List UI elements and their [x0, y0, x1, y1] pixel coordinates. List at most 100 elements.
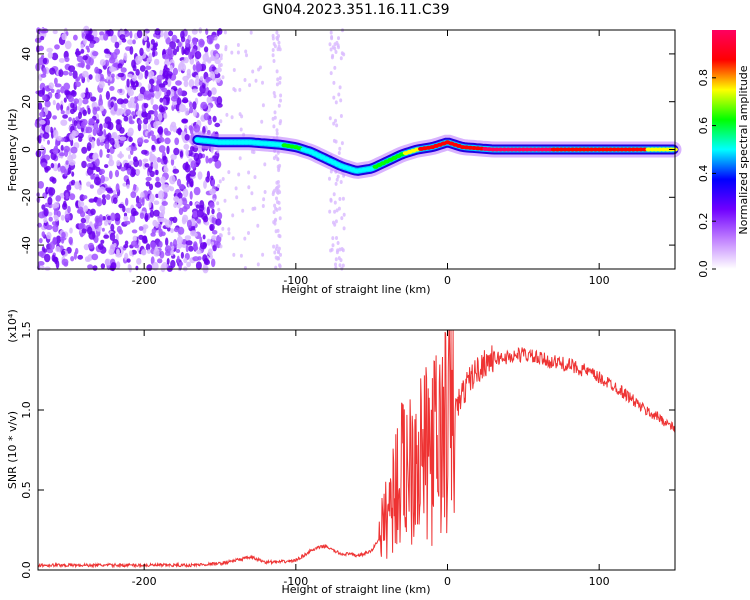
- noise-speckle: [46, 47, 53, 53]
- noise-speckle: [199, 40, 205, 46]
- noise-speckle: [97, 243, 104, 251]
- noise-speckle: [215, 43, 220, 50]
- noise-speckle: [162, 98, 167, 106]
- noise-speckle: [275, 131, 279, 136]
- noise-speckle: [279, 98, 282, 103]
- noise-speckle: [337, 256, 341, 261]
- noise-speckle: [183, 80, 189, 88]
- noise-speckle: [235, 195, 239, 200]
- noise-speckle: [112, 189, 117, 195]
- noise-speckle: [161, 182, 166, 190]
- noise-speckle: [116, 98, 124, 105]
- noise-speckle: [81, 228, 87, 234]
- noise-speckle: [172, 168, 180, 174]
- noise-speckle: [55, 260, 60, 269]
- noise-speckle: [209, 188, 216, 195]
- noise-speckle: [84, 35, 90, 40]
- noise-speckle: [101, 197, 107, 206]
- noise-speckle: [132, 211, 139, 216]
- noise-speckle: [143, 238, 148, 244]
- noise-speckle: [193, 186, 201, 196]
- noise-speckle: [152, 219, 158, 227]
- noise-speckle: [49, 67, 56, 75]
- noise-speckle: [83, 205, 89, 212]
- noise-speckle: [70, 179, 76, 186]
- noise-speckle: [192, 109, 198, 117]
- noise-speckle: [60, 250, 66, 256]
- noise-speckle: [180, 36, 186, 43]
- noise-speckle: [172, 239, 178, 248]
- noise-speckle: [124, 240, 129, 246]
- noise-speckle: [234, 186, 238, 191]
- noise-speckle: [42, 87, 45, 96]
- noise-speckle: [160, 176, 166, 184]
- noise-speckle: [114, 135, 121, 140]
- noise-speckle: [68, 71, 73, 76]
- noise-speckle: [53, 129, 59, 139]
- noise-speckle: [329, 47, 333, 52]
- noise-speckle: [148, 201, 152, 209]
- noise-speckle: [164, 58, 170, 63]
- noise-speckle: [51, 203, 59, 209]
- noise-speckle: [204, 259, 210, 266]
- noise-speckle: [52, 147, 59, 155]
- noise-speckle: [61, 33, 67, 41]
- noise-speckle: [125, 208, 130, 213]
- noise-speckle: [332, 80, 336, 85]
- noise-speckle: [274, 247, 278, 251]
- noise-speckle: [149, 170, 155, 178]
- noise-speckle: [239, 127, 243, 132]
- noise-speckle: [154, 91, 161, 99]
- noise-speckle: [185, 240, 193, 246]
- noise-speckle: [273, 110, 277, 115]
- noise-speckle: [43, 117, 50, 127]
- noise-speckle: [238, 156, 242, 161]
- noise-speckle: [62, 114, 68, 119]
- noise-speckle: [50, 162, 55, 169]
- noise-speckle: [206, 96, 213, 104]
- noise-speckle: [103, 33, 109, 41]
- noise-speckle: [151, 134, 157, 142]
- noise-speckle: [117, 63, 123, 69]
- noise-speckle: [174, 137, 180, 146]
- noise-speckle: [180, 131, 187, 137]
- noise-speckle: [183, 143, 190, 150]
- noise-speckle: [157, 217, 165, 222]
- y-tick-label: 20: [20, 95, 33, 109]
- noise-speckle: [154, 58, 160, 66]
- noise-speckle: [188, 245, 194, 252]
- x-tick-label: 0: [444, 575, 451, 588]
- noise-speckle: [71, 90, 75, 95]
- y-tick-label: 1.0: [20, 401, 33, 419]
- noise-speckle: [335, 177, 339, 182]
- noise-speckle: [157, 190, 165, 200]
- y-tick-label: 1.5: [20, 321, 33, 339]
- noise-speckle: [178, 183, 185, 190]
- noise-speckle: [337, 36, 340, 41]
- noise-speckle: [122, 98, 129, 104]
- noise-speckle: [94, 158, 100, 167]
- noise-speckle: [154, 164, 158, 170]
- noise-speckle: [90, 208, 96, 215]
- noise-speckle: [179, 150, 184, 158]
- noise-speckle: [40, 144, 44, 152]
- noise-speckle: [183, 56, 189, 64]
- noise-speckle: [76, 106, 81, 111]
- noise-speckle: [133, 183, 137, 192]
- noise-speckle: [328, 176, 331, 181]
- noise-speckle: [155, 193, 159, 198]
- noise-speckle: [150, 39, 155, 45]
- noise-speckle: [131, 111, 136, 116]
- noise-speckle: [163, 127, 169, 135]
- noise-speckle: [197, 92, 203, 97]
- noise-speckle: [130, 191, 137, 199]
- noise-speckle: [278, 121, 282, 126]
- noise-speckle: [339, 180, 343, 184]
- noise-speckle: [109, 137, 115, 146]
- noise-speckle: [141, 149, 148, 155]
- noise-speckle: [77, 97, 83, 107]
- noise-speckle: [135, 265, 139, 271]
- noise-speckle: [153, 109, 158, 118]
- noise-speckle: [89, 184, 94, 189]
- noise-speckle: [45, 125, 51, 133]
